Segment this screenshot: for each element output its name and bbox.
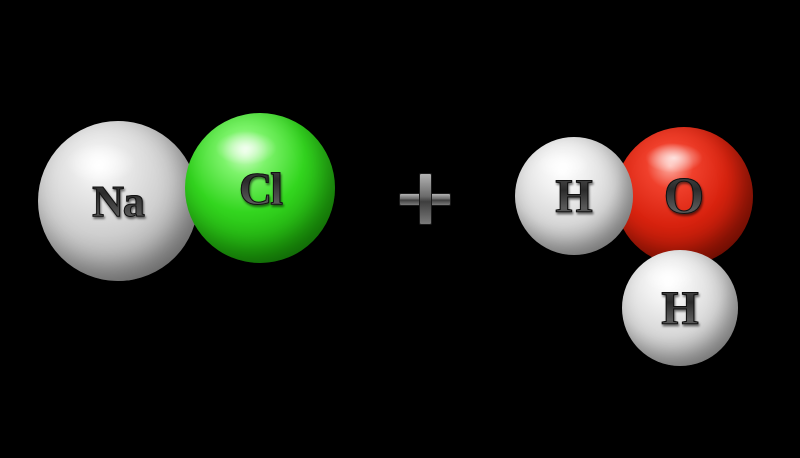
oxygen-label: O (615, 127, 753, 265)
hydrogen-atom-bottom: H (622, 250, 738, 366)
chlorine-atom: Cl (185, 113, 335, 263)
plus-vertical-bar (419, 173, 432, 225)
sodium-label: Na (38, 121, 198, 281)
sodium-atom: Na (38, 121, 198, 281)
hydrogen-atom-left: H (515, 137, 633, 255)
plus-sign (397, 171, 453, 227)
oxygen-atom: O (615, 127, 753, 265)
hydrogen-left-label: H (515, 137, 633, 255)
chlorine-label: Cl (185, 113, 335, 263)
hydrogen-bottom-label: H (622, 250, 738, 366)
